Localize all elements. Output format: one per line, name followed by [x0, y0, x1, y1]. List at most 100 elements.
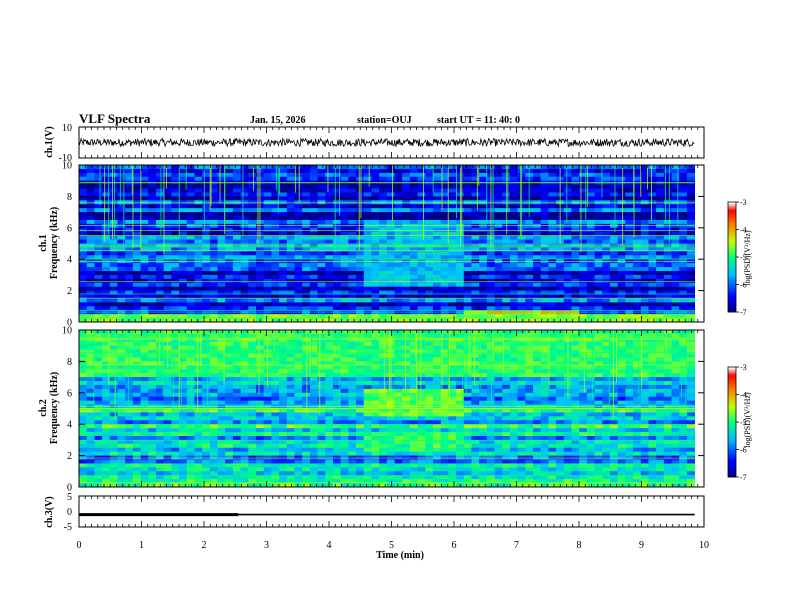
spectrogram-cell — [486, 282, 495, 288]
spectrogram-cell — [125, 274, 134, 280]
spectrogram-cell — [509, 278, 519, 284]
spectrogram-cell — [417, 337, 426, 343]
spectrogram-cell — [356, 400, 365, 405]
spectrogram-cell — [232, 196, 242, 201]
spectrogram-cell — [448, 392, 457, 398]
spectrogram-cell — [540, 278, 549, 284]
spectrogram-cell — [217, 392, 226, 398]
spectrogram-cell — [386, 165, 395, 170]
spectrogram-cell — [448, 235, 457, 240]
spectrogram-cell — [625, 349, 634, 354]
spectrogram-cell — [79, 286, 88, 292]
spectrogram-cell — [317, 353, 326, 358]
spectrogram-cell — [248, 361, 257, 366]
spectrogram-cell — [409, 318, 418, 323]
spectrogram-cell — [448, 219, 457, 225]
spectrogram-cell — [602, 381, 611, 386]
spectrogram-cell — [609, 216, 619, 221]
spectrogram-cell — [79, 290, 88, 295]
spectrogram-cell — [132, 255, 141, 260]
spectrogram-cell — [356, 172, 365, 178]
spectrogram-cell — [340, 408, 349, 413]
spectrogram-cell — [609, 274, 619, 280]
spectrogram-cell — [509, 184, 519, 189]
spectrogram-cell — [432, 263, 442, 268]
spectrogram-cell — [640, 263, 649, 268]
spectrogram-cell — [525, 298, 534, 303]
spectrogram-cell — [117, 219, 126, 225]
spectrogram-cell — [671, 381, 680, 386]
spectrogram-cell — [148, 176, 157, 182]
spectrogram-cell — [679, 349, 688, 354]
spectrogram-cell — [363, 168, 372, 174]
spectrogram-cell — [625, 168, 634, 174]
spectrogram-cell — [509, 408, 519, 413]
start-time-label: start UT = 11: 40: 0 — [437, 115, 520, 126]
spectrogram-cell — [633, 330, 642, 335]
spectrogram-cell — [379, 330, 388, 335]
spectrogram-cell — [486, 341, 495, 347]
spectrogram-cell — [79, 270, 88, 276]
spectrogram-cell — [332, 298, 342, 303]
spectrogram-cell — [602, 373, 611, 378]
spectrogram-cell — [633, 349, 642, 354]
spectrogram-cell — [86, 318, 95, 323]
spectrogram-cell — [625, 361, 634, 366]
spectrogram-cell — [463, 314, 472, 319]
spectrogram-cell — [117, 377, 126, 382]
spectrogram-cell — [571, 290, 580, 295]
spectrogram-cell — [117, 263, 126, 268]
spectrogram-cell — [186, 235, 195, 240]
spectrogram-cell — [363, 223, 372, 229]
spectrogram-cell — [479, 255, 488, 260]
spectrogram-cell — [363, 239, 372, 244]
spectrogram-cell — [232, 176, 242, 182]
spectrogram-cell — [394, 294, 403, 299]
spectrogram-cell — [502, 165, 511, 170]
spectrogram-cell — [509, 231, 519, 237]
spectrogram-cell — [340, 172, 349, 178]
spectrogram-cell — [94, 345, 103, 351]
spectrogram-cell — [563, 212, 572, 217]
spectrogram-cell — [540, 286, 549, 292]
spectrogram-cell — [294, 267, 303, 272]
spectrogram-cell — [494, 212, 503, 217]
spectrogram-cell — [386, 188, 395, 193]
spectrogram-cell — [294, 294, 303, 299]
spectrogram-cell — [486, 337, 495, 343]
spectrogram-cell — [79, 294, 88, 299]
spectrogram-cell — [586, 278, 595, 284]
spectrogram-cell — [579, 408, 588, 413]
spectrogram-cell — [625, 235, 634, 240]
spectrogram-cell — [394, 353, 403, 358]
spectrogram-cell — [409, 263, 418, 268]
spectrogram-cell — [317, 188, 326, 193]
spectrogram-cell — [594, 278, 603, 284]
spectrogram-cell — [140, 298, 149, 303]
spectrogram-cell — [79, 192, 88, 197]
spectrogram-cell — [102, 302, 111, 307]
spectrogram-cell — [394, 318, 403, 323]
spectrogram-cell — [579, 239, 588, 244]
spectrogram-cell — [363, 396, 372, 402]
spectrogram-cell — [202, 341, 211, 347]
spectrogram-cell — [79, 349, 88, 354]
spectrogram-cell — [248, 172, 257, 178]
spectrogram-cell — [332, 227, 342, 233]
spectrogram-cell — [248, 204, 257, 209]
spectrogram-cell — [140, 286, 149, 292]
spectrogram-cell — [602, 361, 611, 366]
spectrogram-cell — [294, 247, 303, 252]
spectrogram-cell — [209, 274, 218, 280]
spectrogram-cell — [109, 184, 118, 189]
spectrogram-cell — [502, 223, 511, 229]
spectrogram-cell — [279, 337, 288, 343]
spectrogram-cell — [663, 361, 672, 366]
spectrogram-cell — [609, 369, 619, 374]
spectrogram-cell — [409, 227, 418, 233]
spectrogram-cell — [609, 235, 619, 240]
spectrogram-cell — [602, 392, 611, 398]
spectrogram-cell — [94, 263, 103, 268]
spectrogram-cell — [240, 357, 249, 362]
spectrogram-cell — [602, 330, 611, 335]
